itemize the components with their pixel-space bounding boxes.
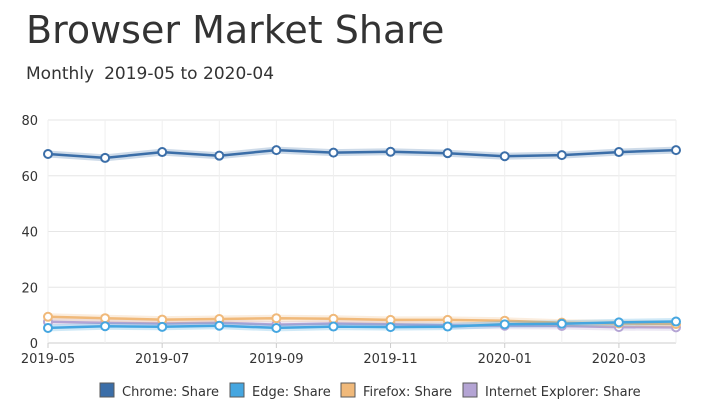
subtitle-to-word: to xyxy=(180,64,198,84)
x-tick-label: 2019-09 xyxy=(249,352,303,367)
y-tick-label: 20 xyxy=(21,281,38,296)
data-point[interactable] xyxy=(100,313,111,324)
chart-subtitle: Monthly 2019-05 to 2020-04 xyxy=(26,64,274,84)
legend-swatch xyxy=(462,382,478,398)
data-point[interactable] xyxy=(613,147,624,158)
data-point[interactable] xyxy=(271,145,282,156)
legend-label: Edge: Share xyxy=(252,385,331,400)
x-tick-label: 2019-11 xyxy=(363,352,417,367)
x-axis-ticks: 2019-05 2019-07 2019-09 2019-11 2020-01 2020-… xyxy=(21,343,646,367)
data-point[interactable] xyxy=(671,316,681,327)
legend-label: Internet Explorer: Share xyxy=(485,385,641,400)
data-point[interactable] xyxy=(671,145,681,156)
data-point[interactable] xyxy=(100,152,111,163)
x-tick-label: 2020-03 xyxy=(592,352,646,367)
y-tick-label: 0 xyxy=(30,337,38,352)
series-chrome-share xyxy=(43,145,681,163)
data-point[interactable] xyxy=(157,321,168,332)
x-tick-label: 2019-05 xyxy=(21,352,75,367)
data-point[interactable] xyxy=(214,150,225,161)
series-line xyxy=(47,320,677,330)
series-line xyxy=(47,148,677,160)
subtitle-from: 2019-05 xyxy=(104,64,176,84)
legend-item[interactable]: Firefox: Share xyxy=(340,382,452,400)
legend-swatch xyxy=(229,382,245,398)
y-tick-label: 40 xyxy=(21,226,38,241)
legend-item[interactable]: Chrome: Share xyxy=(99,382,219,400)
data-point[interactable] xyxy=(100,321,111,332)
y-tick-label: 60 xyxy=(21,170,38,185)
y-tick-label: 80 xyxy=(21,114,38,129)
legend-item[interactable]: Internet Explorer: Share xyxy=(462,382,641,400)
data-point[interactable] xyxy=(328,313,339,324)
data-point[interactable] xyxy=(214,320,225,331)
data-point[interactable] xyxy=(613,317,624,328)
data-point[interactable] xyxy=(43,149,53,160)
data-point[interactable] xyxy=(43,322,53,333)
legend-swatch xyxy=(99,382,115,398)
legend: Chrome: Share Edge: Share Firefox: Share In… xyxy=(99,382,641,400)
data-point[interactable] xyxy=(271,313,282,324)
data-point[interactable] xyxy=(499,319,510,330)
data-point[interactable] xyxy=(442,148,453,159)
y-axis-ticks: 0 20 40 60 80 xyxy=(21,114,38,352)
data-point[interactable] xyxy=(499,151,510,162)
data-point[interactable] xyxy=(271,322,282,333)
data-point[interactable] xyxy=(442,321,453,332)
data-point[interactable] xyxy=(157,147,168,158)
data-point[interactable] xyxy=(328,321,339,332)
data-point[interactable] xyxy=(556,150,567,161)
series-edge-share xyxy=(43,316,681,333)
subtitle-period: Monthly xyxy=(26,64,95,84)
legend-label: Chrome: Share xyxy=(122,385,219,400)
series-lines xyxy=(43,145,681,333)
data-point[interactable] xyxy=(43,311,53,322)
data-point[interactable] xyxy=(556,318,567,329)
series-line xyxy=(47,320,677,329)
data-point[interactable] xyxy=(328,147,339,158)
x-tick-label: 2020-01 xyxy=(478,352,532,367)
legend-swatch xyxy=(340,382,356,398)
data-point[interactable] xyxy=(385,146,396,157)
chart-title: Browser Market Share xyxy=(26,8,445,52)
x-tick-label: 2019-07 xyxy=(135,352,189,367)
subtitle-to: 2020-04 xyxy=(203,64,275,84)
legend-item[interactable]: Edge: Share xyxy=(229,382,331,400)
data-point[interactable] xyxy=(385,322,396,333)
legend-label: Firefox: Share xyxy=(363,385,452,400)
